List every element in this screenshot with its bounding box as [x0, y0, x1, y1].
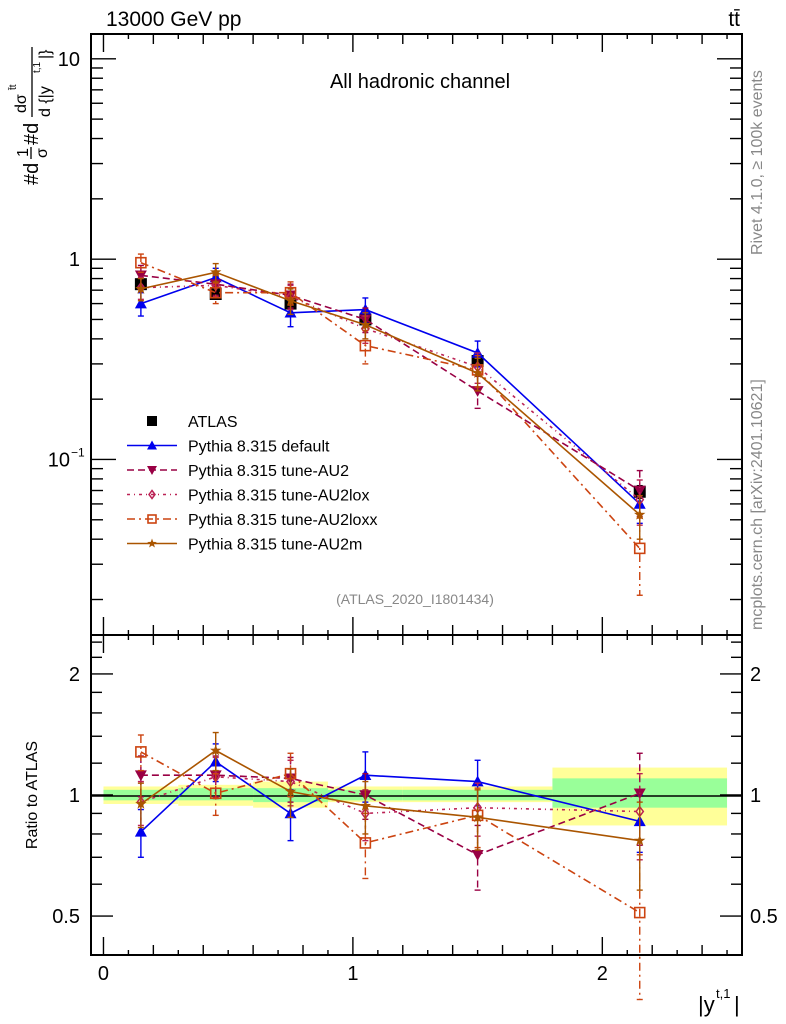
data-point	[633, 788, 646, 800]
data-point	[134, 270, 147, 282]
ylabel-den2: d {|y	[37, 86, 54, 117]
x-axis-label-end: |	[734, 992, 740, 1017]
ratio-y-tick-label-right: 1	[750, 785, 761, 807]
main-y-axis-label: #d 1 σ #d dσ t̄t d {|y t,1 |}	[7, 47, 54, 185]
ratio-y-tick-label-right: 2	[750, 664, 761, 686]
legend-item: Pythia 8.315 tune-AU2	[127, 463, 349, 480]
legend-marker	[147, 514, 157, 524]
legend-marker	[148, 489, 156, 500]
legend-label: Pythia 8.315 tune-AU2loxx	[188, 512, 377, 529]
data-point	[284, 785, 297, 797]
ratio-axis-ticks: 2 2 1 1 0.5 0.5 0 1 2	[52, 635, 778, 985]
data-point	[210, 744, 222, 756]
x-tick-label: 1	[347, 963, 358, 985]
x-axis-label-main: |y	[698, 992, 715, 1017]
legend-marker	[147, 416, 157, 426]
x-tick-label: 0	[98, 963, 109, 985]
data-point	[633, 542, 646, 555]
series-line	[140, 271, 641, 516]
ratio-series-layer	[134, 731, 646, 1001]
legend-marker	[147, 538, 157, 548]
series-line	[140, 274, 641, 492]
data-point	[134, 825, 147, 837]
data-point	[134, 770, 147, 782]
ratio-y-tick-label: 0.5	[52, 906, 80, 928]
legend-label: Pythia 8.315 tune-AU2	[188, 463, 349, 480]
legend: ATLAS Pythia 8.315 default Pythia 8.315 tu…	[127, 414, 377, 554]
series-line	[140, 261, 641, 549]
ylabel-sup2: t̄t	[7, 84, 19, 91]
x-tick-label: 2	[597, 963, 608, 985]
series-line	[140, 276, 641, 505]
series-pythia-8-315-tune-au2m	[135, 731, 646, 891]
legend-item: Pythia 8.315 tune-AU2m	[127, 537, 362, 554]
data-point	[471, 811, 484, 823]
ylabel-den: σ	[34, 148, 51, 158]
x-axis-label: |y t,1 |	[698, 986, 740, 1017]
series-line	[140, 775, 640, 815]
series-line	[140, 749, 640, 842]
data-point	[135, 798, 147, 809]
data-point	[359, 799, 372, 811]
legend-label: Pythia 8.315 default	[188, 439, 330, 456]
data-point	[359, 339, 372, 352]
data-point	[471, 850, 484, 861]
legend-label: Pythia 8.315 tune-AU2m	[188, 537, 362, 554]
data-point	[134, 297, 147, 309]
data-point	[633, 485, 646, 497]
analysis-tag: (ATLAS_2020_I1801434)	[336, 591, 494, 607]
y-tick-label: 10	[58, 49, 80, 71]
data-point	[471, 367, 484, 378]
y-tick-label: 10	[48, 449, 70, 471]
main-series-layer	[134, 253, 646, 596]
ratio-y-tick-label: 1	[69, 785, 80, 807]
ylabel-prefix: #d	[21, 163, 43, 185]
series-pythia-8-315-tune-au2m	[135, 262, 646, 540]
legend-item: Pythia 8.315 tune-AU2lox	[127, 488, 369, 505]
ratio-y-axis-label: Ratio to ATLAS	[24, 741, 41, 849]
data-point	[284, 294, 297, 306]
data-point	[135, 282, 147, 294]
ylabel-mid: #d	[21, 123, 43, 145]
data-point	[210, 266, 222, 278]
series-line	[140, 760, 640, 833]
chart-title: All hadronic channel	[330, 71, 510, 93]
legend-label: Pythia 8.315 tune-AU2lox	[188, 488, 369, 505]
legend-marker	[147, 440, 157, 450]
ylabel-den2-sup: t,1	[32, 61, 43, 73]
ylabel-num2: dσ	[13, 94, 30, 113]
ratio-y-tick-label: 2	[69, 664, 80, 686]
legend-label: ATLAS	[188, 414, 238, 431]
data-point	[634, 834, 646, 846]
data-point	[209, 286, 222, 299]
data-point	[209, 787, 222, 800]
y-tick-label: 1	[69, 249, 80, 271]
ratio-y-tick-label-right: 0.5	[750, 906, 778, 928]
beam-energy-label: 13000 GeV pp	[106, 8, 241, 31]
data-point	[135, 746, 147, 758]
rivet-version-label: Rivet 4.1.0, ≥ 100k events	[749, 70, 766, 255]
series-line	[140, 774, 640, 856]
data-point	[633, 906, 646, 919]
source-label: mcplots.cern.ch [arXiv:2401.10621]	[749, 379, 766, 630]
legend-marker	[147, 466, 157, 475]
data-point	[359, 318, 372, 330]
data-point	[359, 837, 372, 849]
y-tick-label-exponent: −1	[71, 445, 85, 459]
legend-item: Pythia 8.315 default	[127, 439, 330, 456]
x-axis-label-sup: t,1	[716, 986, 730, 1001]
legend-item: Pythia 8.315 tune-AU2loxx	[127, 512, 377, 529]
ylabel-num: 1	[15, 148, 32, 157]
ratio-panel: 2 2 1 1 0.5 0.5 0 1 2 Ratio to ATLAS |y t,1 |	[24, 634, 778, 1017]
series-pythia-8-315-default	[134, 267, 646, 525]
process-label: tt̄	[728, 8, 740, 31]
data-point	[634, 508, 646, 520]
ylabel-den2-end: |}	[37, 49, 54, 59]
data-point	[135, 256, 147, 269]
legend-item: ATLAS	[147, 414, 238, 431]
series-line	[140, 284, 641, 501]
